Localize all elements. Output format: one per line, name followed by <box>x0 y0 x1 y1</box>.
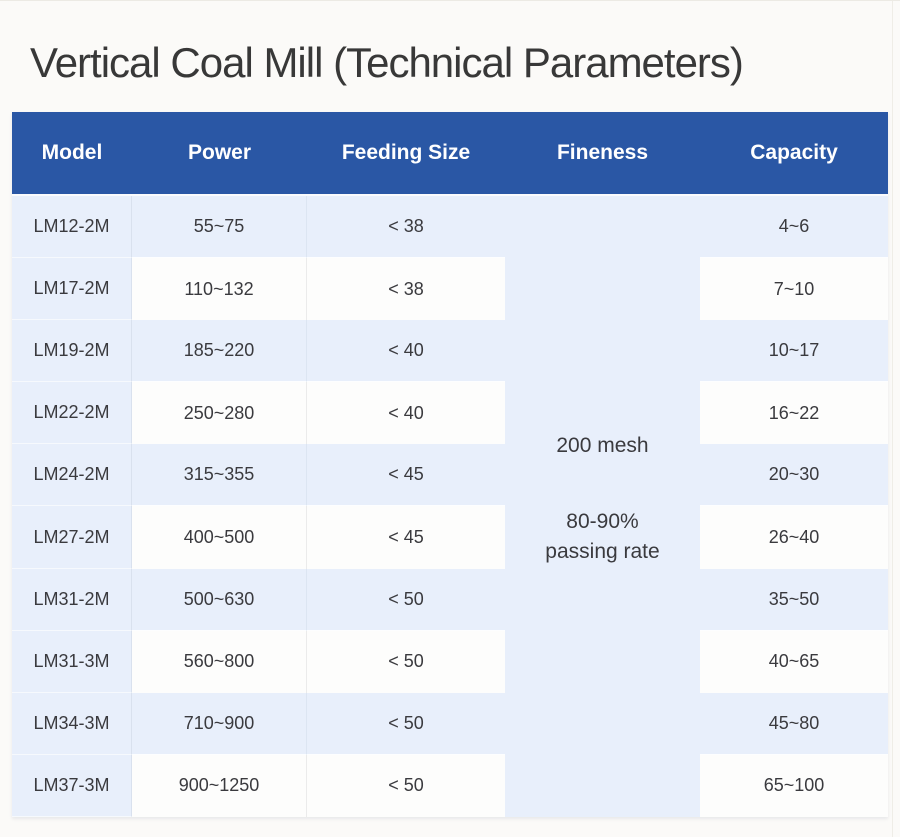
cell-feeding-size: < 50 <box>307 754 505 817</box>
cell-power: 55~75 <box>132 196 307 259</box>
cell-capacity: 40~65 <box>700 630 888 693</box>
cell-power: 315~355 <box>132 444 307 507</box>
cell-feeding-size: < 50 <box>307 568 505 631</box>
cell-capacity: 20~30 <box>700 444 888 507</box>
cell-capacity: 65~100 <box>700 754 888 817</box>
cell-power: 560~800 <box>132 630 307 693</box>
cell-model: LM22-2M <box>12 382 132 445</box>
cell-feeding-size: < 40 <box>307 382 505 445</box>
cell-capacity: 26~40 <box>700 506 888 569</box>
cell-power: 110~132 <box>132 258 307 321</box>
cell-model: LM17-2M <box>12 258 132 321</box>
cell-capacity: 10~17 <box>700 320 888 383</box>
cell-feeding-size: < 38 <box>307 196 505 259</box>
header-cell-feeding-size: Feeding Size <box>307 112 505 196</box>
header-cell-capacity: Capacity <box>700 112 888 196</box>
spec-table: Model Power Feeding Size Fineness Capaci… <box>12 112 888 817</box>
cell-power: 185~220 <box>132 320 307 383</box>
fineness-mesh-value: 200 mesh <box>556 434 649 458</box>
page-title: Vertical Coal Mill (Technical Parameters… <box>30 39 744 86</box>
fineness-passing-rate: 80-90% passing rate <box>545 507 659 567</box>
cell-capacity: 7~10 <box>700 258 888 321</box>
header-cell-fineness: Fineness <box>505 112 700 196</box>
cell-feeding-size: < 45 <box>307 506 505 569</box>
cell-capacity: 16~22 <box>700 382 888 445</box>
cell-model: LM37-3M <box>12 754 132 817</box>
cell-capacity: 45~80 <box>700 692 888 755</box>
cell-model: LM19-2M <box>12 320 132 383</box>
cell-model: LM27-2M <box>12 506 132 569</box>
page-edge-divider <box>892 1 893 837</box>
cell-power: 500~630 <box>132 568 307 631</box>
cell-model: LM31-3M <box>12 630 132 693</box>
cell-power: 710~900 <box>132 692 307 755</box>
cell-model: LM31-2M <box>12 568 132 631</box>
fineness-merged-cell: 200 mesh 80-90% passing rate <box>505 196 700 817</box>
header-cell-model: Model <box>12 112 132 196</box>
cell-feeding-size: < 40 <box>307 320 505 383</box>
cell-capacity: 35~50 <box>700 568 888 631</box>
fineness-passing-percent: 80-90% <box>566 510 639 534</box>
cell-model: LM12-2M <box>12 196 132 259</box>
header-cell-power: Power <box>132 112 307 196</box>
cell-feeding-size: < 50 <box>307 630 505 693</box>
cell-feeding-size: < 50 <box>307 692 505 755</box>
cell-power: 900~1250 <box>132 754 307 817</box>
cell-power: 250~280 <box>132 382 307 445</box>
cell-power: 400~500 <box>132 506 307 569</box>
cell-capacity: 4~6 <box>700 196 888 259</box>
cell-feeding-size: < 45 <box>307 444 505 507</box>
cell-model: LM34-3M <box>12 692 132 755</box>
cell-feeding-size: < 38 <box>307 258 505 321</box>
fineness-passing-label: passing rate <box>545 540 660 564</box>
cell-model: LM24-2M <box>12 444 132 507</box>
